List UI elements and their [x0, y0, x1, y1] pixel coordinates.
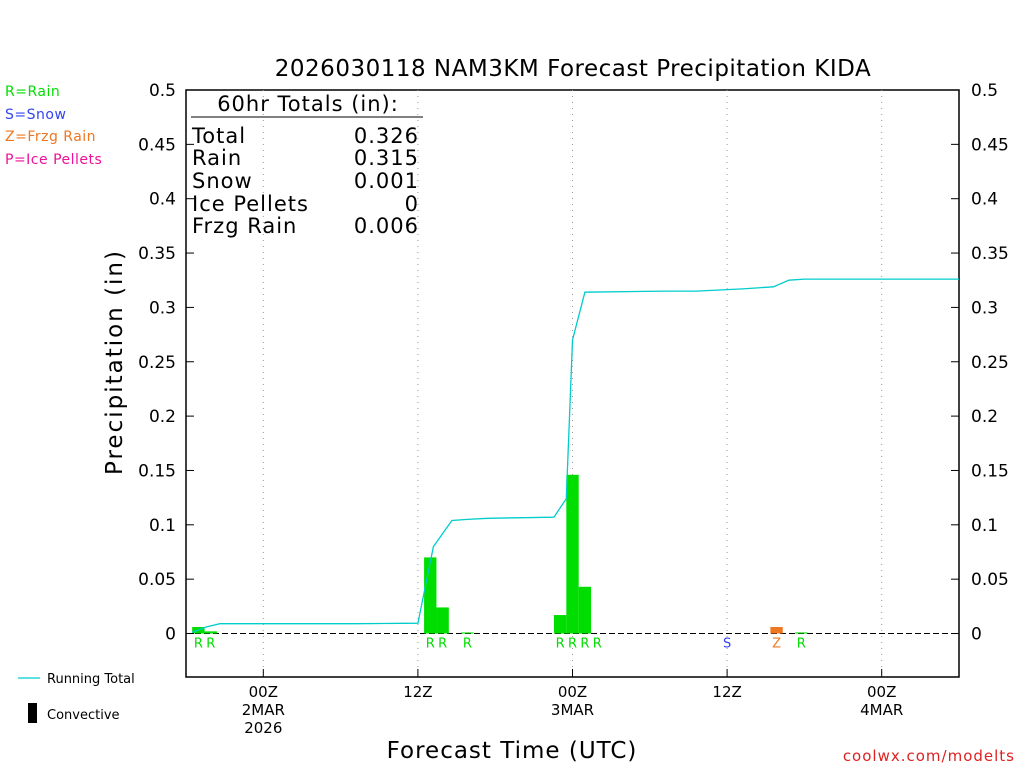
precip-bar: [436, 607, 449, 634]
legend-rain: R=Rain: [5, 84, 60, 100]
y-tick-label-right: 0.05: [971, 570, 1009, 590]
y-tick-label-right: 0.25: [971, 353, 1009, 373]
y-tick-label-right: 0: [971, 625, 982, 645]
ptype-label: S: [723, 637, 731, 652]
y-tick-label-left: 0.3: [149, 298, 176, 318]
x-tick-label: 12Z: [712, 683, 741, 701]
y-axis-left: 0 0.05 0.1 0.15 0.2 0.25 0.3 0.35 0.4 0.45 0.5: [138, 81, 194, 645]
precip-bar: [795, 632, 808, 634]
ptype-label: Z: [772, 637, 781, 652]
x-tick-label: 4MAR: [860, 701, 903, 719]
ptype-label: R: [206, 637, 215, 652]
y-tick-label-left: 0.1: [149, 516, 176, 536]
y-tick-label-left: 0: [165, 625, 176, 645]
convective-legend-swatch: [28, 703, 37, 723]
y-tick-label-right: 0.3: [971, 298, 998, 318]
x-tick-label: 3MAR: [551, 701, 594, 719]
y-tick-label-right: 0.5: [971, 81, 998, 101]
bottom-legend: Running Total Convective: [18, 672, 135, 723]
totals-value-frzg-rain: 0.006: [354, 214, 419, 238]
precip-bar: [553, 615, 567, 634]
totals-box: 60hr Totals (in): Total 0.326 Rain 0.315…: [191, 92, 423, 238]
precip-bar: [578, 586, 592, 634]
y-tick-label-left: 0.35: [138, 244, 176, 264]
ptype-label: R: [568, 637, 577, 652]
x-tick-label: 2MAR: [242, 701, 285, 719]
precip-bar: [566, 474, 579, 634]
convective-legend-label: Convective: [47, 708, 120, 723]
ptype-label: R: [426, 637, 435, 652]
ptype-label: R: [797, 637, 806, 652]
y-axis-right: 0 0.05 0.1 0.15 0.2 0.25 0.3 0.35 0.4 0.45 0.5: [951, 81, 1009, 645]
y-tick-label-right: 0.1: [971, 516, 998, 536]
x-tick-label: 12Z: [403, 683, 432, 701]
y-tick-label-left: 0.4: [149, 190, 176, 210]
ptype-label: R: [438, 637, 447, 652]
y-tick-label-right: 0.2: [971, 407, 998, 427]
y-tick-label-left: 0.25: [138, 353, 176, 373]
bar-layer: [192, 474, 808, 634]
line-layer: [191, 278, 959, 634]
ptype-label: R: [593, 637, 602, 652]
y-tick-label-right: 0.35: [971, 244, 1009, 264]
totals-label-ice-pellets: Ice Pellets: [192, 192, 309, 216]
y-axis-label: Precipitation (in): [102, 249, 128, 475]
legend-snow: S=Snow: [5, 107, 66, 123]
x-tick-label: 00Z: [867, 683, 896, 701]
totals-label-snow: Snow: [192, 169, 253, 193]
x-tick-label: 00Z: [249, 683, 278, 701]
ptype-legend: R=Rain S=Snow Z=Frzg Rain P=Ice Pellets: [5, 84, 102, 168]
totals-label-frzg-rain: Frzg Rain: [192, 214, 297, 238]
y-tick-label-left: 0.05: [138, 570, 176, 590]
x-tick-label: 2026: [244, 719, 282, 737]
ptype-label: R: [194, 637, 203, 652]
totals-value-ice-pellets: 0: [405, 192, 419, 216]
y-tick-label-left: 0.15: [138, 461, 176, 481]
y-tick-label-left: 0.5: [149, 81, 176, 101]
totals-value-rain: 0.315: [354, 146, 419, 170]
legend-frzg-rain: Z=Frzg Rain: [5, 129, 96, 145]
ptype-label: R: [463, 637, 472, 652]
totals-value-snow: 0.001: [354, 169, 419, 193]
ptype-label: R: [580, 637, 589, 652]
ptype-label: R: [556, 637, 565, 652]
precip-bar: [461, 632, 474, 634]
running-total-legend-label: Running Total: [47, 672, 135, 687]
precip-bar: [424, 557, 437, 634]
x-axis-label: Forecast Time (UTC): [387, 738, 638, 764]
precip-bar: [204, 631, 217, 634]
y-tick-label-left: 0.2: [149, 407, 176, 427]
source-credit: coolwx.com/modelts: [843, 747, 1015, 765]
x-tick-label: 00Z: [558, 683, 587, 701]
totals-heading: 60hr Totals (in):: [217, 92, 399, 116]
y-tick-label-right: 0.4: [971, 190, 998, 210]
running-total-line: [191, 278, 959, 634]
y-tick-label-right: 0.15: [971, 461, 1009, 481]
totals-label-rain: Rain: [192, 146, 242, 170]
totals-label-total: Total: [191, 124, 246, 148]
legend-ice-pellets: P=Ice Pellets: [5, 152, 102, 168]
precip-bar: [770, 626, 783, 634]
totals-value-total: 0.326: [354, 124, 419, 148]
chart-title: 2026030118 NAM3KM Forecast Precipitation…: [275, 56, 871, 82]
y-tick-label-right: 0.45: [971, 135, 1009, 155]
grid-layer: [186, 90, 959, 677]
y-tick-label-left: 0.45: [138, 135, 176, 155]
